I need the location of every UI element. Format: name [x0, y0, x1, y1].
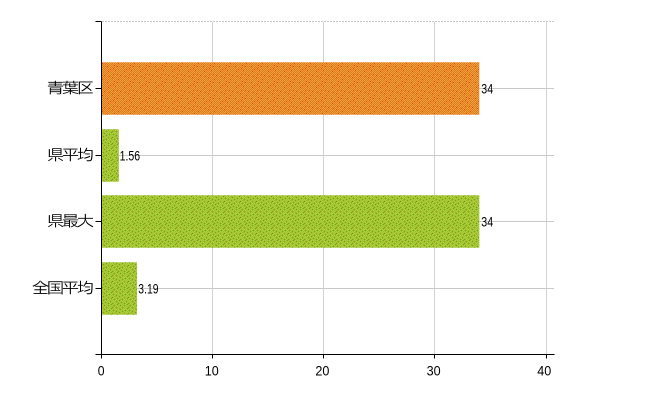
svg-text:0: 0 — [98, 362, 105, 378]
svg-text:1.56: 1.56 — [120, 148, 141, 164]
svg-text:34: 34 — [481, 81, 493, 97]
svg-text:34: 34 — [481, 214, 493, 230]
svg-text:20: 20 — [315, 362, 329, 378]
svg-text:40: 40 — [537, 362, 551, 378]
svg-text:30: 30 — [427, 362, 441, 378]
svg-text:3.19: 3.19 — [138, 281, 158, 297]
svg-text:10: 10 — [205, 362, 219, 378]
